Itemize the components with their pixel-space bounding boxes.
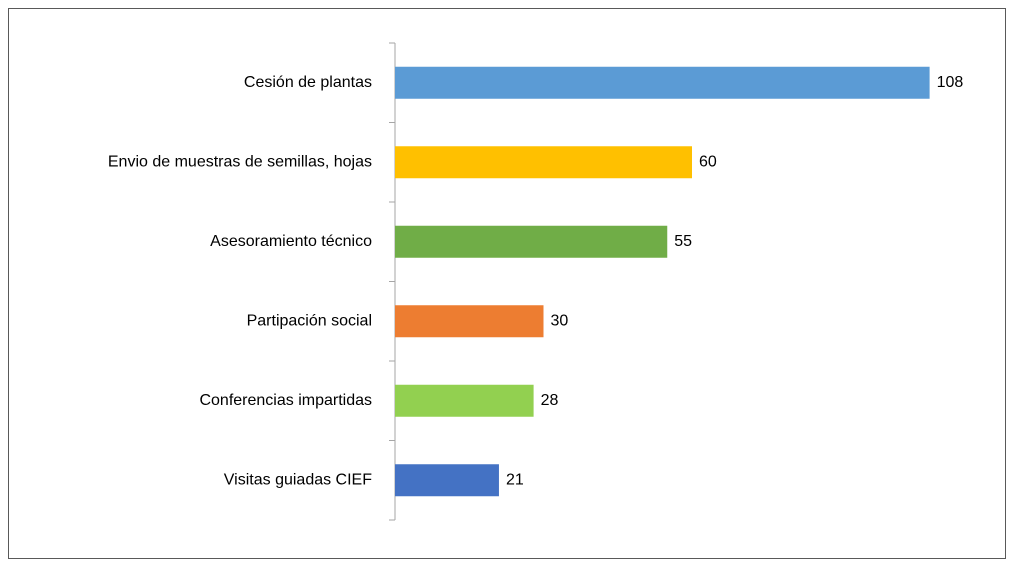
data-label: 60: [699, 153, 717, 170]
data-label: 28: [541, 392, 559, 409]
category-label: Visitas guiadas CIEF: [224, 471, 372, 488]
data-label: 55: [674, 233, 692, 250]
data-label: 30: [551, 312, 569, 329]
bar: [395, 225, 668, 258]
category-label: Envio de muestras de semillas, hojas: [108, 153, 372, 170]
data-label: 21: [506, 471, 524, 488]
bar: [395, 66, 930, 99]
category-label: Cesión de plantas: [244, 74, 372, 91]
category-label: Partipación social: [247, 312, 372, 329]
bar: [395, 305, 544, 338]
bar: [395, 464, 499, 497]
data-label: 108: [937, 74, 964, 91]
bar: [395, 384, 534, 417]
category-label: Asesoramiento técnico: [210, 233, 372, 250]
chart-frame: [8, 8, 1006, 559]
bar: [395, 146, 692, 179]
category-label: Conferencias impartidas: [199, 392, 372, 409]
